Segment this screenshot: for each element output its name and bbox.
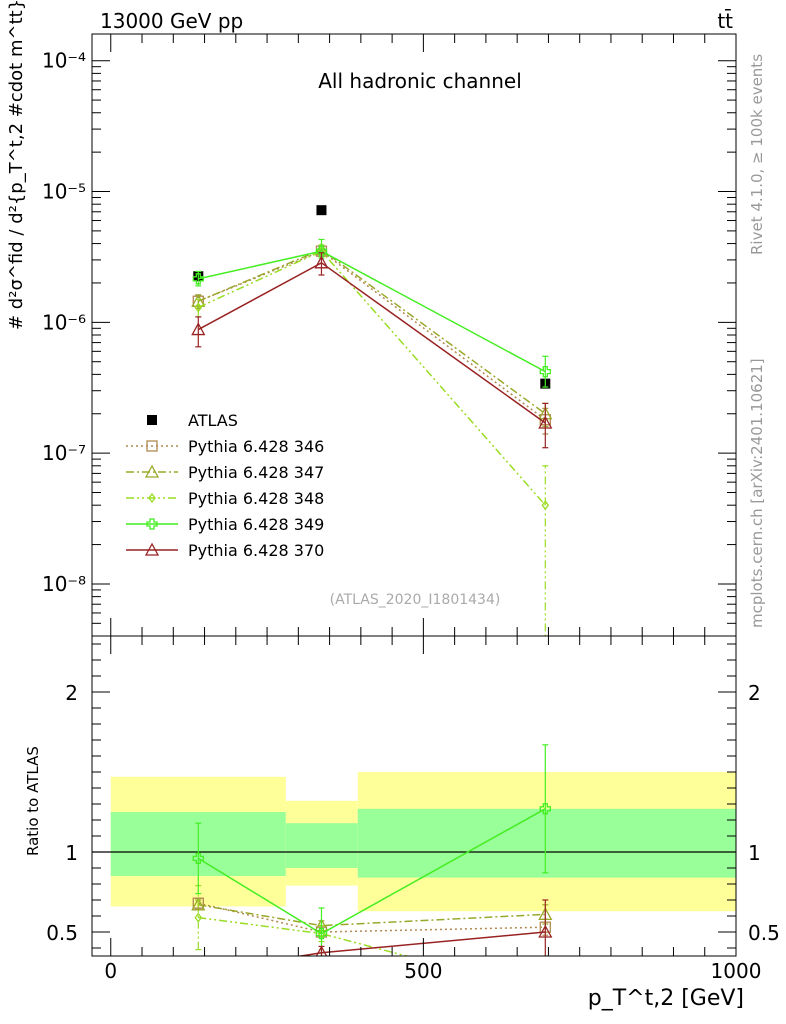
uncertainty-band-inner: [285, 823, 358, 868]
ratio-y-tick-label-right: 0.5: [748, 921, 780, 945]
ratio-point: [192, 852, 204, 865]
series-0: [193, 205, 551, 389]
data-point: [315, 245, 328, 257]
ratio-line: [198, 916, 410, 956]
mcplots-label: mcplots.cern.ch [arXiv:2401.10621]: [748, 358, 766, 628]
legend-label: ATLAS: [188, 411, 238, 430]
data-point: [314, 255, 329, 269]
ratio-y-tick-label-right: 2: [748, 681, 761, 705]
data-point: [539, 365, 551, 378]
series-line: [198, 248, 546, 415]
uncertainty-band-inner: [357, 808, 736, 878]
ratio-y-axis-label: Ratio to ATLAS: [24, 746, 42, 856]
legend-label: Pythia 6.428 346: [188, 437, 324, 456]
ratio-y-tick-label-right: 1: [748, 841, 761, 865]
data-point: [191, 322, 206, 336]
ratio-y-tick-label: 0.5: [46, 921, 78, 945]
legend-entry: ATLAS: [147, 411, 238, 430]
series-2: [191, 242, 553, 428]
x-tick-label: 500: [404, 959, 442, 983]
main-y-tick-label: 10⁻⁴: [42, 49, 86, 73]
ratio-point: [542, 989, 548, 997]
legend-marker: [144, 464, 160, 478]
legend-entry: Pythia 6.428 349: [126, 515, 324, 534]
rivet-version-label: Rivet 4.1.0, ≥ 100k events: [748, 54, 766, 255]
ratio-line: [296, 931, 546, 956]
main-y-tick-label: 10⁻⁸: [42, 572, 86, 596]
legend-label: Pythia 6.428 349: [188, 515, 324, 534]
legend-label: Pythia 6.428 347: [188, 463, 324, 482]
series-line: [198, 250, 546, 373]
series-line: [197, 250, 546, 506]
legend-marker: [148, 492, 156, 504]
series-5: [191, 252, 553, 449]
data-point: [191, 293, 206, 307]
main-y-axis-label: # d²σ^fid / d²{p_T^t,2 #cdot m^tt} [pb/G…: [6, 0, 27, 330]
x-axis-label: p_T^t,2 [GeV]: [588, 986, 744, 1011]
ratio-point: [539, 803, 551, 815]
legend-entry: Pythia 6.428 370: [126, 541, 324, 560]
main-y-tick-label: 10⁻⁵: [42, 180, 86, 204]
ratio-y-tick-label: 1: [65, 841, 78, 865]
legend-marker: [144, 542, 160, 556]
x-tick-label: 1000: [711, 959, 762, 983]
legend-entry: Pythia 6.428 346: [126, 437, 324, 456]
data-point: [316, 205, 327, 216]
main-y-tick-label: 10⁻⁷: [42, 441, 86, 465]
ratio-panel-frame: [91, 635, 737, 957]
ratio-series-3: [192, 744, 551, 956]
ratio-point: [191, 897, 206, 911]
series-line: [198, 250, 546, 421]
ratio-series-4: [192, 899, 553, 977]
ratio-point: [315, 927, 328, 940]
legend-label: Pythia 6.428 348: [188, 489, 324, 508]
data-point: [538, 415, 553, 429]
legend-label: Pythia 6.428 370: [188, 541, 324, 560]
series-1: [192, 245, 551, 435]
ratio-point: [194, 912, 203, 923]
legend-marker: [146, 440, 158, 452]
chart-title: All hadronic channel: [318, 69, 522, 93]
series-4: [192, 238, 551, 388]
data-point: [192, 273, 204, 285]
legend-marker: [146, 518, 158, 530]
data-point: [194, 302, 203, 313]
collision-label: 13000 GeV pp: [100, 9, 243, 33]
legend-entry: Pythia 6.428 347: [126, 463, 324, 482]
main-y-tick-label: 10⁻⁶: [42, 310, 86, 334]
data-point: [541, 500, 550, 511]
x-tick-label: 0: [104, 959, 117, 983]
legend-marker: [147, 415, 157, 425]
analysis-watermark: (ATLAS_2020_I1801434): [330, 592, 501, 608]
process-label: tt̄: [717, 8, 733, 33]
ratio-y-tick-label: 2: [65, 681, 78, 705]
legend-entry: Pythia 6.428 348: [126, 489, 324, 508]
ratio-point: [538, 924, 553, 938]
ratio-point: [192, 966, 204, 977]
ratio-point: [315, 945, 328, 956]
